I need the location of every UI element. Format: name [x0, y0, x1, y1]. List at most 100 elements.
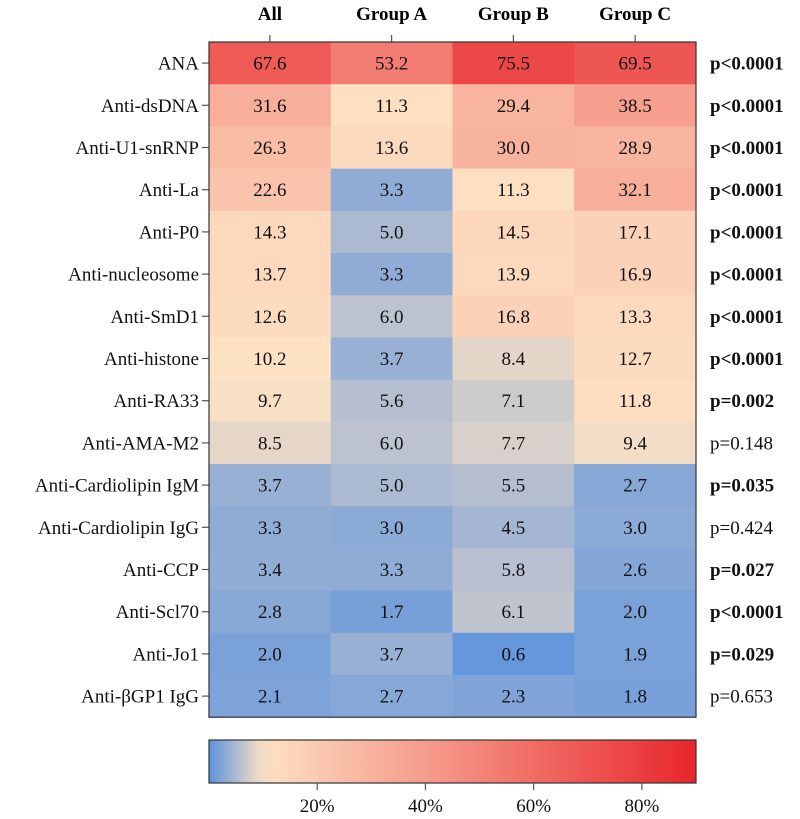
heatmap-cell	[330, 168, 453, 212]
cell-value: 5.0	[380, 476, 404, 497]
row-label: Anti-AMA-M2	[82, 433, 199, 454]
heatmap-cell	[330, 590, 453, 634]
heatmap-cell	[452, 295, 575, 338]
p-value: p=0.029	[710, 644, 774, 665]
heatmap-cell	[452, 675, 575, 718]
heatmap-cell	[574, 379, 697, 423]
heatmap-cell	[452, 253, 575, 296]
p-value: p<0.0001	[710, 222, 784, 243]
row-label: Anti-SmD1	[110, 307, 199, 328]
cell-value: 5.0	[380, 222, 404, 243]
row-label: Anti-P0	[139, 222, 199, 243]
p-values: p<0.0001 p<0.0001 p<0.0001 p<0.0001 p<0.0001…	[710, 54, 784, 708]
heatmap-cell	[209, 337, 332, 381]
cell-value: 3.4	[258, 560, 282, 581]
row-label: Anti-La	[139, 180, 200, 201]
row-label: Anti-nucleosome	[68, 265, 199, 286]
heatmap-cell	[209, 168, 332, 212]
cell-value: 2.6	[623, 560, 647, 581]
heatmap-cell	[330, 421, 453, 465]
heatmap-cell	[452, 506, 575, 549]
heatmap-cell	[209, 295, 332, 338]
cell-value: 75.5	[497, 54, 530, 75]
colorbar-tick-label: 80%	[624, 796, 659, 817]
p-value: p<0.0001	[710, 307, 784, 328]
cell-value: 69.5	[619, 54, 652, 75]
cell-value: 2.3	[502, 687, 526, 708]
heatmap-cell	[209, 548, 332, 592]
cell-value: 6.1	[502, 602, 526, 623]
row-label: Anti-histone	[104, 349, 199, 370]
cell-value: 7.1	[502, 391, 526, 412]
heatmap-cell	[330, 464, 453, 507]
column-label: Group A	[356, 4, 427, 25]
heatmap-cell	[574, 337, 697, 381]
heatmap-cell	[452, 632, 575, 676]
heatmap-cell	[330, 84, 453, 127]
heatmap-cell	[209, 42, 332, 85]
cell-value: 13.3	[619, 307, 652, 328]
cell-value: 16.9	[619, 265, 652, 286]
cell-value: 3.0	[380, 518, 404, 539]
heatmap-cell	[452, 548, 575, 592]
heatmap-cell	[209, 421, 332, 465]
row-label: Anti-dsDNA	[101, 96, 199, 117]
cell-value: 67.6	[253, 54, 286, 75]
cell-value: 9.4	[623, 433, 647, 454]
row-label: Anti-Scl70	[116, 602, 199, 623]
heatmap-cell	[330, 506, 453, 549]
heatmap-cell	[330, 548, 453, 592]
p-value: p<0.0001	[710, 265, 784, 286]
row-labels: ANA Anti-dsDNA Anti-U1-snRNP Anti-La Anti-P0…	[35, 54, 209, 708]
cell-value: 1.9	[623, 644, 647, 665]
heatmap-cell	[574, 632, 697, 676]
p-value: p=0.148	[710, 433, 773, 454]
cell-value: 11.8	[619, 391, 652, 412]
cell-value: 29.4	[497, 96, 531, 117]
heatmap-cell	[209, 675, 332, 718]
cell-value: 6.0	[380, 433, 404, 454]
cell-value: 16.8	[497, 307, 530, 328]
row-label: ANA	[158, 54, 199, 75]
cell-value: 3.7	[258, 476, 282, 497]
heatmap-cell	[452, 84, 575, 127]
heatmap-cell	[574, 168, 697, 212]
heatmap-cell	[452, 590, 575, 634]
heatmap-cell	[330, 295, 453, 338]
heatmap-cell	[209, 210, 332, 254]
p-value: p=0.035	[710, 476, 774, 497]
row-label: Anti-CCP	[123, 560, 199, 581]
cell-value: 2.0	[258, 644, 282, 665]
row-label: Anti-βGP1 IgG	[81, 687, 199, 708]
cell-value: 8.4	[502, 349, 526, 370]
heatmap-cell	[574, 42, 697, 85]
heatmap-cell	[209, 379, 332, 423]
heatmap-cell	[209, 632, 332, 676]
cell-value: 3.7	[380, 644, 404, 665]
heatmap-cell	[209, 590, 332, 634]
heatmap-cell	[574, 506, 697, 549]
cell-value: 2.0	[623, 602, 647, 623]
cell-value: 2.7	[380, 687, 404, 708]
heatmap-cell	[452, 126, 575, 170]
p-value: p<0.0001	[710, 54, 784, 75]
cell-value: 22.6	[253, 180, 286, 201]
cell-value: 1.8	[623, 687, 647, 708]
column-label: All	[258, 4, 282, 25]
cell-value: 13.9	[497, 265, 530, 286]
column-label: Group C	[599, 4, 671, 25]
p-value: p=0.027	[710, 560, 775, 581]
cell-value: 3.3	[380, 265, 404, 286]
cell-value: 7.7	[502, 433, 526, 454]
heatmap-cell	[209, 506, 332, 549]
cell-value: 6.0	[380, 307, 404, 328]
p-value: p=0.002	[710, 391, 774, 412]
cell-value: 2.8	[258, 602, 282, 623]
column-label: Group B	[478, 4, 549, 25]
heatmap-cell	[452, 421, 575, 465]
heatmap-cell	[452, 379, 575, 423]
row-label: Anti-RA33	[114, 391, 200, 412]
cell-value: 10.2	[253, 349, 286, 370]
heatmap-cell	[209, 253, 332, 296]
p-value: p=0.653	[710, 687, 773, 708]
